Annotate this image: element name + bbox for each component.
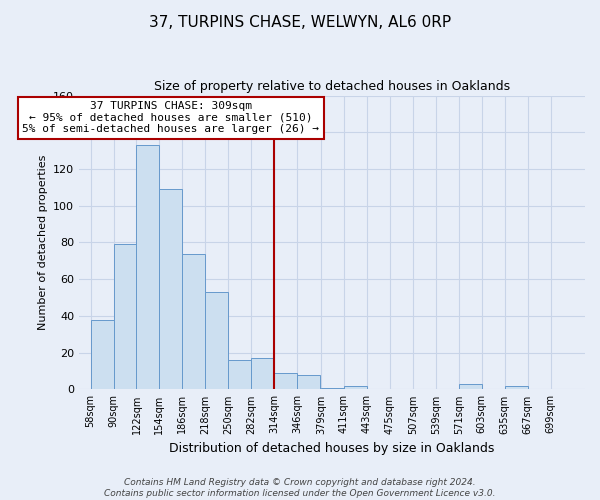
Bar (458, 384, 482, 390)
Bar (136, 145, 160, 390)
X-axis label: Distribution of detached houses by size in Oaklands: Distribution of detached houses by size … (169, 442, 495, 455)
Bar (229, 360, 251, 390)
Bar (274, 373, 297, 390)
Text: Contains HM Land Registry data © Crown copyright and database right 2024.
Contai: Contains HM Land Registry data © Crown c… (104, 478, 496, 498)
Text: 37, TURPINS CHASE, WELWYN, AL6 0RP: 37, TURPINS CHASE, WELWYN, AL6 0RP (149, 15, 451, 30)
Bar (251, 358, 274, 390)
Text: 37 TURPINS CHASE: 309sqm
← 95% of detached houses are smaller (510)
5% of semi-d: 37 TURPINS CHASE: 309sqm ← 95% of detach… (22, 101, 319, 134)
Bar (321, 388, 344, 390)
Bar (91, 320, 113, 390)
Bar (344, 386, 367, 390)
Bar (505, 386, 527, 390)
Bar (297, 374, 320, 390)
Bar (205, 292, 229, 390)
Bar (113, 244, 136, 390)
Bar (160, 189, 182, 390)
Y-axis label: Number of detached properties: Number of detached properties (38, 155, 47, 330)
Bar (182, 254, 205, 390)
Title: Size of property relative to detached houses in Oaklands: Size of property relative to detached ho… (154, 80, 510, 93)
